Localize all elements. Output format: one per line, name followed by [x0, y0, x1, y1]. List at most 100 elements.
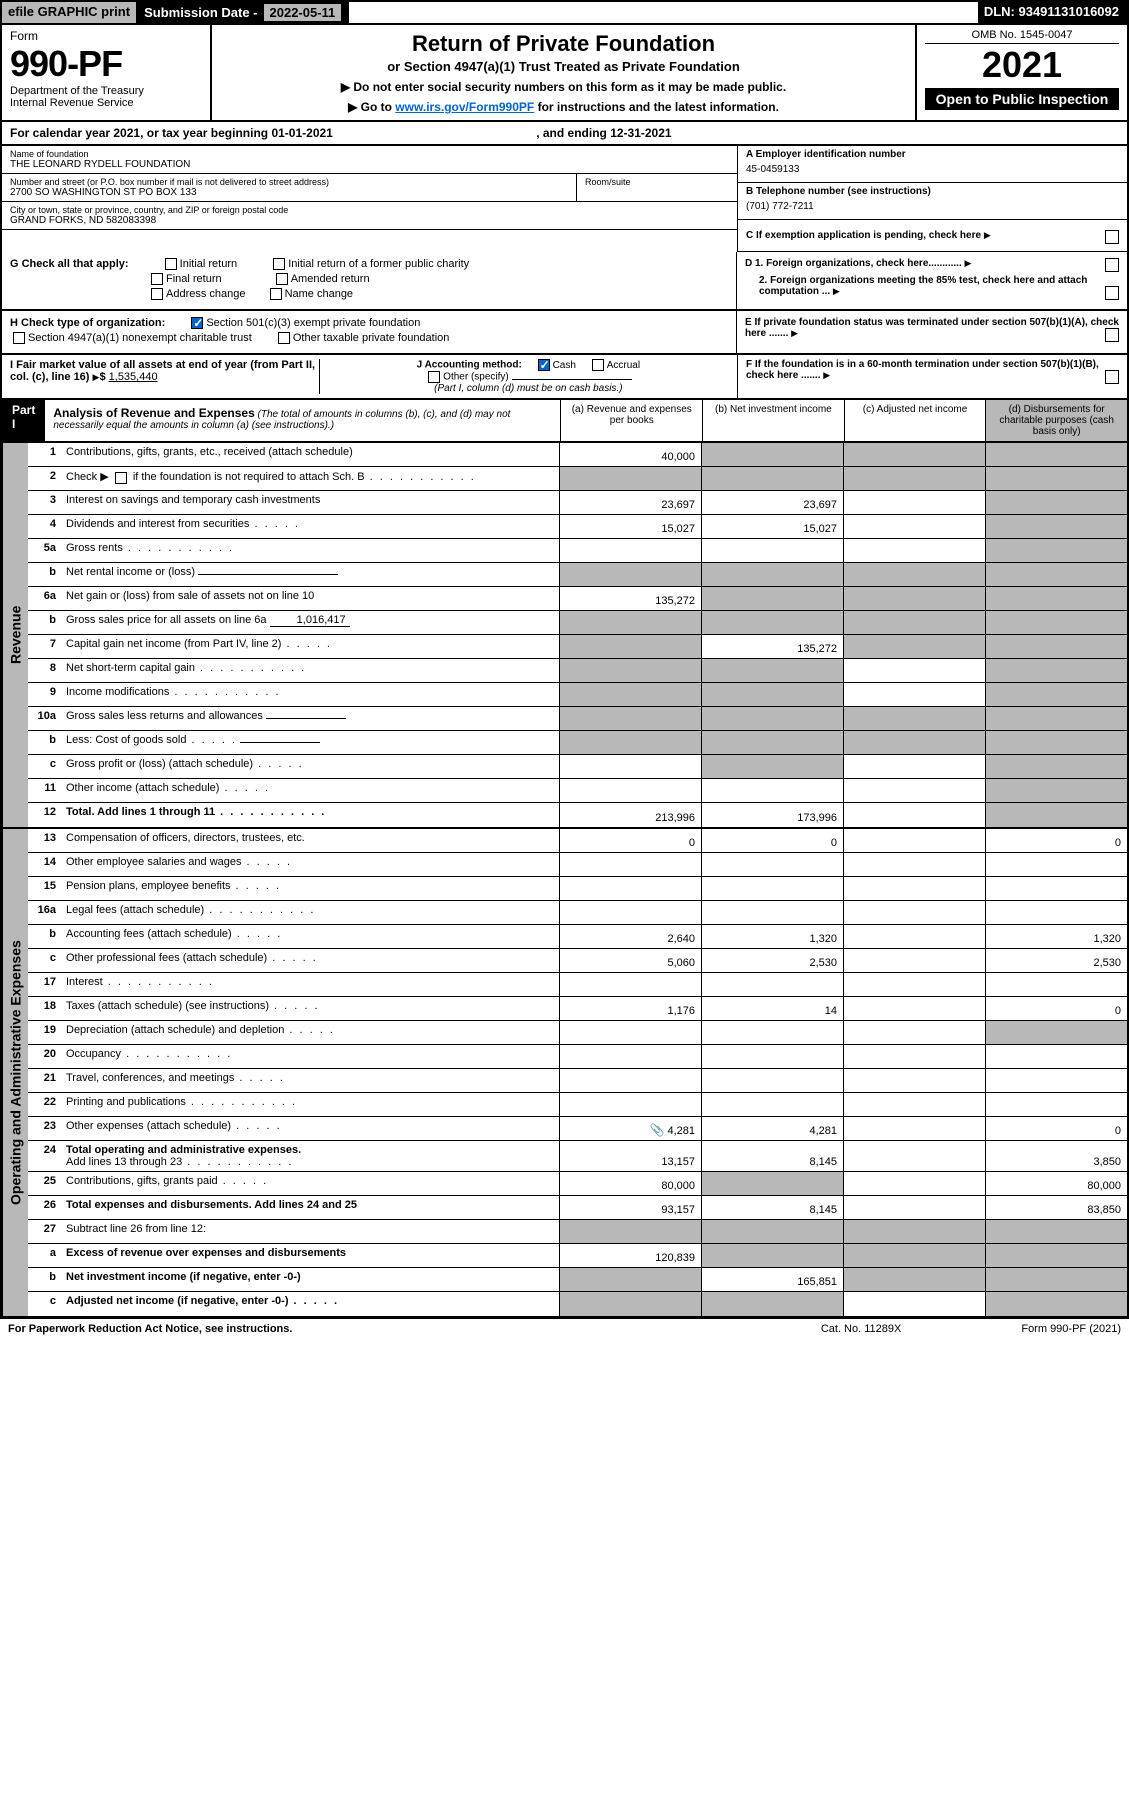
table-row: 2 Check ▶ if the foundation is not requi… — [28, 467, 1127, 491]
form-identity: Form 990-PF Department of the Treasury I… — [2, 25, 212, 120]
d2-checkbox[interactable] — [1105, 286, 1119, 300]
check-section-he: H Check type of organization: Section 50… — [0, 311, 1129, 355]
table-row: 8 Net short-term capital gain — [28, 659, 1127, 683]
part1-badge: Part I — [2, 400, 45, 441]
irs-label: Internal Revenue Service — [10, 97, 202, 109]
address-change-checkbox[interactable] — [151, 288, 163, 300]
e-label: E If private foundation status was termi… — [745, 317, 1119, 339]
ein-cell: A Employer identification number 45-0459… — [738, 146, 1127, 183]
g-checks: G Check all that apply: Initial return I… — [2, 252, 737, 309]
col-c-header: (c) Adjusted net income — [844, 400, 986, 441]
table-row: 3 Interest on savings and temporary cash… — [28, 491, 1127, 515]
initial-return-checkbox[interactable] — [165, 258, 177, 270]
h-501: Section 501(c)(3) exempt private foundat… — [206, 317, 420, 329]
attachment-icon[interactable]: 📎 — [649, 1123, 664, 1137]
omb-number: OMB No. 1545-0047 — [925, 29, 1119, 44]
goto-post: for instructions and the latest informat… — [538, 100, 779, 114]
table-row: c Other professional fees (attach schedu… — [28, 949, 1127, 973]
room-cell: Room/suite — [577, 174, 737, 202]
expenses-table: Operating and Administrative Expenses 13… — [0, 829, 1129, 1318]
form-title: Return of Private Foundation — [224, 31, 903, 57]
accrual-checkbox[interactable] — [592, 359, 604, 371]
cash-checkbox[interactable] — [538, 359, 550, 371]
table-row: 4 Dividends and interest from securities… — [28, 515, 1127, 539]
final-return-checkbox[interactable] — [151, 273, 163, 285]
address-cell: Number and street (or P.O. box number if… — [2, 174, 577, 202]
table-row: 24 Total operating and administrative ex… — [28, 1141, 1127, 1172]
table-row: 12 Total. Add lines 1 through 11 213,996… — [28, 803, 1127, 827]
g-name: Name change — [285, 288, 354, 300]
j-note: (Part I, column (d) must be on cash basi… — [328, 383, 729, 394]
exemption-checkbox[interactable] — [1105, 230, 1119, 244]
name-label: Name of foundation — [10, 149, 729, 159]
dln: DLN: 93491131016092 — [978, 2, 1127, 23]
amended-checkbox[interactable] — [276, 273, 288, 285]
other-taxable-checkbox[interactable] — [278, 332, 290, 344]
d2-label: 2. Foreign organizations meeting the 85%… — [759, 275, 1087, 297]
submission-date: Submission Date - 2022-05-11 — [138, 2, 349, 23]
table-row: b Less: Cost of goods sold — [28, 731, 1127, 755]
header-right: OMB No. 1545-0047 2021 Open to Public In… — [917, 25, 1127, 120]
i-label: I Fair market value of all assets at end… — [10, 359, 315, 383]
d-checks: D 1. Foreign organizations, check here..… — [737, 252, 1127, 309]
ein-label: A Employer identification number — [746, 149, 1119, 160]
revenue-table: Revenue 1 Contributions, gifts, grants, … — [0, 443, 1129, 829]
col-a-header: (a) Revenue and expenses per books — [560, 400, 702, 441]
city-state-zip: GRAND FORKS, ND 582083398 — [10, 215, 729, 226]
form990pf-link[interactable]: www.irs.gov/Form990PF — [395, 100, 534, 114]
revenue-side-label: Revenue — [2, 443, 28, 827]
h-4947: Section 4947(a)(1) nonexempt charitable … — [28, 332, 252, 344]
paperwork-notice: For Paperwork Reduction Act Notice, see … — [8, 1323, 292, 1335]
table-row: c Adjusted net income (if negative, ente… — [28, 1292, 1127, 1316]
exemption-pending-cell: C If exemption application is pending, c… — [738, 220, 1127, 252]
form-ref: Form 990-PF (2021) — [1021, 1323, 1121, 1335]
table-row: 13 Compensation of officers, directors, … — [28, 829, 1127, 853]
efile-print-button[interactable]: efile GRAPHIC print — [2, 2, 138, 23]
501c3-checkbox[interactable] — [191, 317, 203, 329]
entity-info: Name of foundation THE LEONARD RYDELL FO… — [0, 146, 1129, 252]
j-accounting: J Accounting method: Cash Accrual Other … — [319, 359, 729, 394]
table-row: 10a Gross sales less returns and allowan… — [28, 707, 1127, 731]
cal-end: 12-31-2021 — [610, 126, 671, 140]
e-checkbox[interactable] — [1105, 328, 1119, 342]
g-initial: Initial return — [180, 258, 237, 270]
j-other: Other (specify) — [443, 372, 509, 383]
initial-former-checkbox[interactable] — [273, 258, 285, 270]
table-row: 19 Depreciation (attach schedule) and de… — [28, 1021, 1127, 1045]
table-row: 6a Net gain or (loss) from sale of asset… — [28, 587, 1127, 611]
address: 2700 SO WASHINGTON ST PO BOX 133 — [10, 187, 568, 198]
h-other: Other taxable private foundation — [293, 332, 450, 344]
form-title-block: Return of Private Foundation or Section … — [212, 25, 917, 120]
r1-a: 40,000 — [559, 443, 701, 466]
top-bar: efile GRAPHIC print Submission Date - 20… — [0, 0, 1129, 25]
h-checks: H Check type of organization: Section 50… — [2, 311, 737, 353]
open-to-public: Open to Public Inspection — [925, 88, 1119, 110]
table-row: 5a Gross rents — [28, 539, 1127, 563]
room-label: Room/suite — [585, 177, 729, 187]
goto-pre: ▶ Go to — [348, 100, 395, 114]
e-check: E If private foundation status was termi… — [737, 311, 1127, 353]
table-row: b Gross sales price for all assets on li… — [28, 611, 1127, 635]
d1-checkbox[interactable] — [1105, 258, 1119, 272]
cal-pre: For calendar year 2021, or tax year begi… — [10, 126, 271, 140]
tax-year: 2021 — [925, 44, 1119, 86]
other-method-checkbox[interactable] — [428, 371, 440, 383]
page-footer: For Paperwork Reduction Act Notice, see … — [0, 1318, 1129, 1339]
g-label: G Check all that apply: — [10, 258, 129, 270]
table-row: 26 Total expenses and disbursements. Add… — [28, 1196, 1127, 1220]
check-section-gd: G Check all that apply: Initial return I… — [0, 252, 1129, 311]
cal-begin: 01-01-2021 — [271, 126, 332, 140]
f-check: F If the foundation is in a 60-month ter… — [737, 355, 1127, 398]
4947-checkbox[interactable] — [13, 332, 25, 344]
city-cell: City or town, state or province, country… — [2, 202, 737, 230]
f-checkbox[interactable] — [1105, 370, 1119, 384]
i-fmv: I Fair market value of all assets at end… — [10, 359, 319, 394]
foundation-name-cell: Name of foundation THE LEONARD RYDELL FO… — [2, 146, 737, 174]
sch-b-checkbox[interactable] — [115, 472, 127, 484]
submission-label: Submission Date - — [144, 5, 257, 20]
table-row: 18 Taxes (attach schedule) (see instruct… — [28, 997, 1127, 1021]
table-row: 25 Contributions, gifts, grants paid 80,… — [28, 1172, 1127, 1196]
phone-value: (701) 772-7211 — [746, 197, 1119, 216]
name-change-checkbox[interactable] — [270, 288, 282, 300]
c-label: C If exemption application is pending, c… — [746, 230, 981, 241]
